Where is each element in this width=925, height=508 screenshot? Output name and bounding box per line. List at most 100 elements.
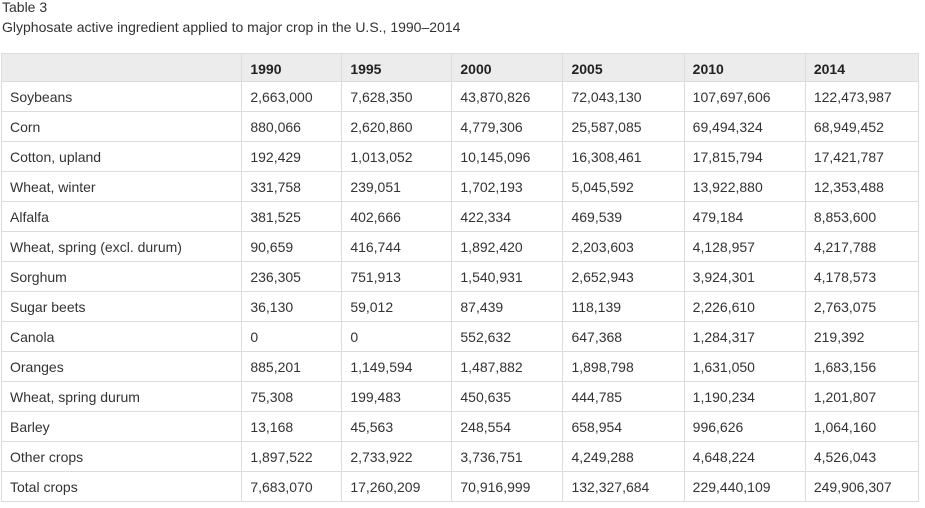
- value-cell-2010: 13,922,880: [683, 171, 806, 202]
- table-label: Table 3: [2, 0, 48, 15]
- table-caption: Table 3 Glyphosate active ingredient app…: [2, 0, 460, 35]
- table-row: Sugar beets 36,130 59,012 87,439 118,139 2,22…: [0, 291, 920, 322]
- crop-name-cell: Corn: [0, 111, 243, 142]
- value-cell-2014: 4,178,573: [804, 261, 920, 292]
- value-cell-2000: 4,779,306: [451, 111, 564, 142]
- header-cell-2005: 2005: [562, 53, 685, 82]
- table-row: Barley 13,168 45,563 248,554 658,954 996,626 1…: [0, 411, 920, 442]
- glyphosate-table: 1990 1995 2000 2005 2010 2014 Soybeans 2,…: [0, 53, 920, 502]
- crop-name-cell: Alfalfa: [0, 201, 243, 232]
- value-cell-1990: 36,130: [241, 291, 343, 322]
- value-cell-2014: 122,473,987: [804, 81, 920, 112]
- value-cell-2005: 16,308,461: [562, 141, 685, 172]
- value-cell-2005: 658,954: [562, 411, 685, 442]
- value-cell-2000: 1,487,882: [451, 351, 564, 382]
- value-cell-2000: 3,736,751: [451, 441, 564, 472]
- value-cell-2005: 25,587,085: [562, 111, 685, 142]
- value-cell-2000: 1,540,931: [451, 261, 564, 292]
- value-cell-1990: 1,897,522: [241, 441, 343, 472]
- header-cell-2014: 2014: [804, 53, 920, 82]
- crop-name-cell: Other crops: [0, 441, 243, 472]
- value-cell-1990: 90,659: [241, 231, 343, 262]
- value-cell-2010: 3,924,301: [683, 261, 806, 292]
- table-row: Wheat, winter 331,758 239,051 1,702,193 5,04…: [0, 171, 920, 202]
- crop-name-cell: Sugar beets: [0, 291, 243, 322]
- value-cell-1990: 885,201: [241, 351, 343, 382]
- value-cell-1990: 331,758: [241, 171, 343, 202]
- crop-name-cell: Cotton, upland: [0, 141, 243, 172]
- header-cell-2010: 2010: [683, 53, 806, 82]
- value-cell-1995: 45,563: [341, 411, 453, 442]
- value-cell-1990: 2,663,000: [241, 81, 343, 112]
- value-cell-1990: 0: [241, 321, 343, 352]
- value-cell-2000: 70,916,999: [451, 471, 564, 502]
- value-cell-1995: 0: [341, 321, 453, 352]
- value-cell-2000: 1,702,193: [451, 171, 564, 202]
- value-cell-2010: 4,648,224: [683, 441, 806, 472]
- value-cell-2014: 1,201,807: [804, 381, 920, 412]
- value-cell-2005: 2,203,603: [562, 231, 685, 262]
- table-row: Corn 880,066 2,620,860 4,779,306 25,587,085 6…: [0, 111, 920, 142]
- table-row: Other crops 1,897,522 2,733,922 3,736,751 4,…: [0, 441, 920, 472]
- value-cell-1995: 2,733,922: [341, 441, 453, 472]
- value-cell-1995: 751,913: [341, 261, 453, 292]
- value-cell-2005: 2,652,943: [562, 261, 685, 292]
- value-cell-2000: 87,439: [451, 291, 564, 322]
- value-cell-2014: 249,906,307: [804, 471, 920, 502]
- value-cell-2005: 72,043,130: [562, 81, 685, 112]
- value-cell-2000: 552,632: [451, 321, 564, 352]
- value-cell-2005: 444,785: [562, 381, 685, 412]
- crop-name-cell: Wheat, winter: [0, 171, 243, 202]
- table-row: Wheat, spring durum 75,308 199,483 450,635 4…: [0, 381, 920, 412]
- value-cell-1990: 880,066: [241, 111, 343, 142]
- value-cell-2014: 4,526,043: [804, 441, 920, 472]
- value-cell-1990: 75,308: [241, 381, 343, 412]
- crop-name-cell: Canola: [0, 321, 243, 352]
- value-cell-2010: 1,190,234: [683, 381, 806, 412]
- value-cell-2000: 1,892,420: [451, 231, 564, 262]
- header-cell-crop: [0, 53, 243, 82]
- value-cell-2014: 4,217,788: [804, 231, 920, 262]
- value-cell-1990: 7,683,070: [241, 471, 343, 502]
- value-cell-2014: 219,392: [804, 321, 920, 352]
- table-body: Soybeans 2,663,000 7,628,350 43,870,826 72,0…: [0, 81, 920, 502]
- value-cell-2005: 469,539: [562, 201, 685, 232]
- header-cell-1990: 1990: [241, 53, 343, 82]
- table-row: Total crops 7,683,070 17,260,209 70,916,999…: [0, 471, 920, 502]
- value-cell-2000: 10,145,096: [451, 141, 564, 172]
- value-cell-2005: 4,249,288: [562, 441, 685, 472]
- crop-name-cell: Soybeans: [0, 81, 243, 112]
- value-cell-2014: 2,763,075: [804, 291, 920, 322]
- value-cell-2005: 647,368: [562, 321, 685, 352]
- table-row: Soybeans 2,663,000 7,628,350 43,870,826 72,0…: [0, 81, 920, 112]
- table-row: Wheat, spring (excl. durum) 90,659 416,744…: [0, 231, 920, 262]
- value-cell-2010: 69,494,324: [683, 111, 806, 142]
- header-row: 1990 1995 2000 2005 2010 2014: [0, 53, 920, 82]
- value-cell-2010: 1,284,317: [683, 321, 806, 352]
- value-cell-2000: 248,554: [451, 411, 564, 442]
- value-cell-2014: 8,853,600: [804, 201, 920, 232]
- value-cell-2000: 422,334: [451, 201, 564, 232]
- value-cell-1995: 402,666: [341, 201, 453, 232]
- value-cell-1990: 13,168: [241, 411, 343, 442]
- value-cell-1995: 416,744: [341, 231, 453, 262]
- value-cell-2014: 1,683,156: [804, 351, 920, 382]
- value-cell-1990: 192,429: [241, 141, 343, 172]
- value-cell-2005: 1,898,798: [562, 351, 685, 382]
- value-cell-2014: 1,064,160: [804, 411, 920, 442]
- value-cell-2014: 68,949,452: [804, 111, 920, 142]
- crop-name-cell: Oranges: [0, 351, 243, 382]
- value-cell-1995: 7,628,350: [341, 81, 453, 112]
- table-row: Canola 0 0 552,632 647,368 1,284,317 219,392: [0, 321, 920, 352]
- value-cell-1990: 381,525: [241, 201, 343, 232]
- value-cell-2000: 450,635: [451, 381, 564, 412]
- value-cell-1995: 239,051: [341, 171, 453, 202]
- value-cell-2010: 4,128,957: [683, 231, 806, 262]
- value-cell-2005: 5,045,592: [562, 171, 685, 202]
- value-cell-2005: 132,327,684: [562, 471, 685, 502]
- value-cell-2010: 1,631,050: [683, 351, 806, 382]
- value-cell-2005: 118,139: [562, 291, 685, 322]
- value-cell-2010: 17,815,794: [683, 141, 806, 172]
- crop-name-cell: Wheat, spring (excl. durum): [0, 231, 243, 262]
- value-cell-2014: 17,421,787: [804, 141, 920, 172]
